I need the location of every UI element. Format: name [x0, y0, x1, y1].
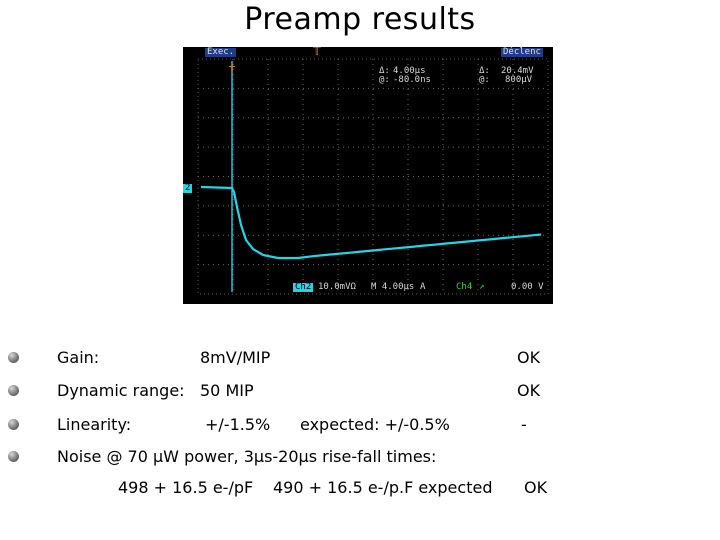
trigger-slope-icon: ↗ — [479, 282, 485, 292]
linearity-value: +/-1.5% — [205, 415, 271, 434]
range-label: Dynamic range: — [57, 381, 185, 400]
range-value: 50 MIP — [200, 381, 254, 400]
noise-expected: 490 + 16.5 e-/p.F expected — [273, 478, 493, 497]
slide-title: Preamp results — [244, 2, 476, 37]
trigger-pos-icon: 𝕋 — [313, 45, 321, 58]
at-label-2: @: — [479, 75, 490, 85]
status-trigger: Déclenc — [501, 47, 543, 57]
delta-voltage: 20.4mV — [501, 66, 534, 76]
bullet-icon — [8, 451, 19, 462]
bullet-icon — [8, 385, 19, 396]
linearity-label: Linearity: — [57, 415, 132, 434]
at-voltage: 800μV — [505, 75, 533, 85]
range-status: OK — [517, 381, 541, 400]
channel-marker: 2 — [183, 183, 193, 193]
linearity-expected: expected: +/-0.5% — [300, 415, 450, 434]
gain-status: OK — [517, 348, 541, 367]
linearity-status: - — [521, 415, 527, 434]
delta-label-1: Δ: — [379, 66, 390, 76]
noise-label: Noise @ 70 μW power, 3μs-20μs rise-fall … — [57, 447, 437, 466]
timebase: M 4.00μs — [371, 282, 415, 292]
at-time: -80.0ns — [393, 75, 431, 85]
gain-value: 8mV/MIP — [200, 348, 271, 367]
noise-measured: 498 + 16.5 e-/pF — [118, 478, 254, 497]
trigger-source: A — [420, 282, 426, 292]
oscilloscope-grid-and-trace — [183, 47, 553, 295]
delta-time: 4.00μs — [393, 66, 426, 76]
bullet-icon — [8, 352, 19, 363]
signal-trace — [200, 185, 542, 260]
delta-label-2: Δ: — [479, 66, 490, 76]
oscilloscope-screen: Exec. Déclenc 𝕋 T Δ: 4.00μs Δ: 20.4mV @:… — [183, 45, 553, 304]
noise-status: OK — [524, 478, 548, 497]
trigger-level: 0.00 V — [511, 282, 544, 292]
status-exec: Exec. — [205, 47, 237, 57]
trigger-marker-icon: T — [229, 65, 236, 76]
bullet-icon — [8, 419, 19, 430]
ch4-tag: Ch4 — [456, 282, 473, 292]
at-label-1: @: — [379, 75, 390, 85]
ch2-tag: Ch2 — [293, 282, 314, 292]
ch2-scale: 10.0mVΩ — [318, 282, 356, 292]
gain-label: Gain: — [57, 348, 100, 367]
